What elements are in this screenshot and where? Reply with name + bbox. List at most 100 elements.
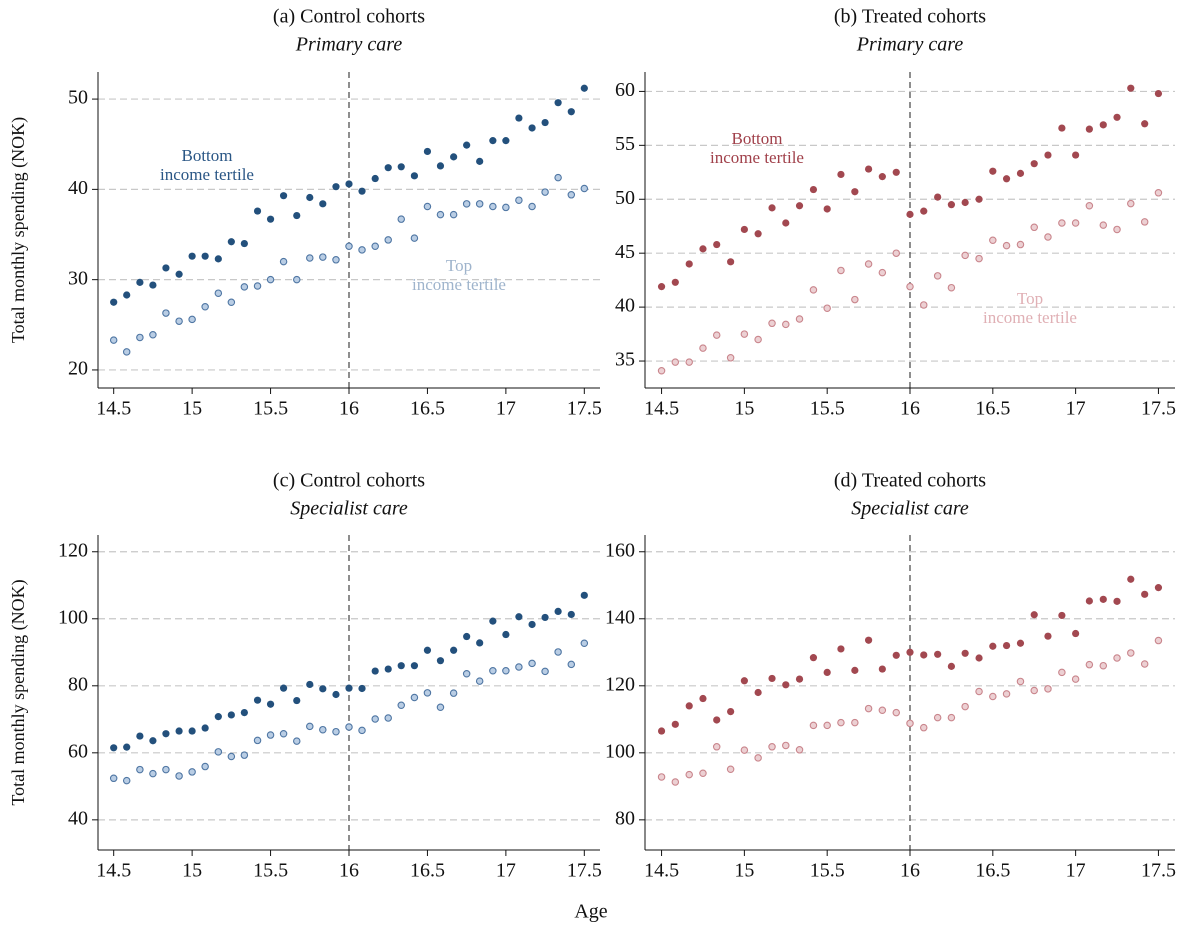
data-point xyxy=(823,721,831,730)
x-tick-label: 17 xyxy=(1066,398,1086,420)
data-point xyxy=(162,765,170,774)
data-point xyxy=(436,210,445,219)
data-point xyxy=(463,141,471,149)
data-point xyxy=(657,366,666,375)
x-tick-label: 15 xyxy=(182,860,202,882)
data-point xyxy=(201,252,209,260)
x-tick-label: 17.5 xyxy=(567,398,602,420)
data-point xyxy=(123,291,131,299)
data-point xyxy=(462,669,471,678)
data-point xyxy=(306,680,314,689)
x-tick-label: 14.5 xyxy=(644,860,679,882)
data-point xyxy=(489,666,497,675)
y-tick-label: 35 xyxy=(615,349,635,371)
data-point xyxy=(823,304,831,312)
data-point xyxy=(122,776,131,785)
data-point xyxy=(1127,199,1135,208)
y-tick-label: 140 xyxy=(605,606,635,628)
data-point xyxy=(502,666,510,675)
x-tick-label: 15 xyxy=(182,398,202,420)
data-point xyxy=(1099,661,1108,670)
data-point xyxy=(502,630,510,639)
data-point xyxy=(410,662,419,670)
data-point xyxy=(864,165,873,173)
data-point xyxy=(1127,84,1135,92)
data-point xyxy=(713,240,721,249)
data-point xyxy=(384,714,392,722)
data-point xyxy=(809,286,818,294)
data-point xyxy=(961,251,969,260)
data-point xyxy=(934,193,942,201)
data-point xyxy=(476,639,484,647)
data-point xyxy=(713,716,721,724)
data-point xyxy=(906,719,914,728)
data-point xyxy=(1154,584,1163,592)
data-point xyxy=(1141,590,1149,598)
data-point xyxy=(201,762,209,771)
data-point xyxy=(851,295,859,304)
data-point xyxy=(795,202,804,210)
data-point xyxy=(201,302,209,311)
x-tick-label: 17 xyxy=(496,860,516,882)
data-point xyxy=(1099,221,1108,229)
data-point xyxy=(740,746,749,754)
data-point xyxy=(1154,636,1163,645)
x-tick-label: 15.5 xyxy=(253,398,288,420)
data-point xyxy=(449,210,458,219)
data-point xyxy=(149,281,157,289)
data-point xyxy=(947,201,956,209)
data-point xyxy=(384,164,392,172)
data-point xyxy=(699,694,707,703)
data-point xyxy=(580,84,588,92)
data-point xyxy=(319,253,327,261)
data-point xyxy=(1030,223,1038,232)
data-point xyxy=(541,188,549,196)
data-point xyxy=(554,607,562,616)
data-point xyxy=(975,254,983,263)
data-point xyxy=(906,282,914,291)
data-point xyxy=(1072,629,1080,638)
data-point xyxy=(436,162,445,170)
data-point xyxy=(175,317,183,325)
data-point xyxy=(671,720,679,728)
x-tick-label: 15.5 xyxy=(810,860,845,882)
chart-subtitle: Specialist care xyxy=(851,498,969,520)
data-point xyxy=(149,769,157,778)
data-point xyxy=(162,309,170,317)
data-point xyxy=(878,268,887,277)
data-point xyxy=(541,613,549,622)
data-point xyxy=(109,336,118,344)
data-point xyxy=(795,746,804,754)
data-point xyxy=(136,278,144,286)
data-point xyxy=(214,748,223,756)
data-point xyxy=(253,736,262,745)
x-tick-label: 15.5 xyxy=(810,398,845,420)
data-point xyxy=(476,157,484,165)
y-tick-label: 20 xyxy=(68,358,88,380)
data-point xyxy=(1058,219,1066,227)
chart-title: (d) Treated cohorts xyxy=(834,470,986,492)
data-point xyxy=(975,687,983,696)
x-tick-label: 16 xyxy=(900,860,920,882)
data-point xyxy=(227,711,235,719)
data-point xyxy=(1044,632,1052,640)
data-point xyxy=(754,754,762,762)
data-point xyxy=(515,663,523,671)
data-point xyxy=(1002,641,1011,650)
data-point xyxy=(515,613,523,621)
data-point xyxy=(397,662,405,670)
data-point xyxy=(515,196,523,204)
chart-title: (c) Control cohorts xyxy=(273,470,425,492)
data-point xyxy=(266,215,275,223)
y-tick-label: 120 xyxy=(58,539,88,561)
data-point xyxy=(162,730,170,738)
chart-subtitle: Primary care xyxy=(295,34,403,56)
data-point xyxy=(1072,151,1080,159)
data-point xyxy=(657,773,666,781)
data-point xyxy=(1127,575,1135,583)
data-point xyxy=(809,185,818,194)
data-point xyxy=(358,726,366,735)
data-point xyxy=(502,137,510,145)
data-point xyxy=(227,298,236,306)
